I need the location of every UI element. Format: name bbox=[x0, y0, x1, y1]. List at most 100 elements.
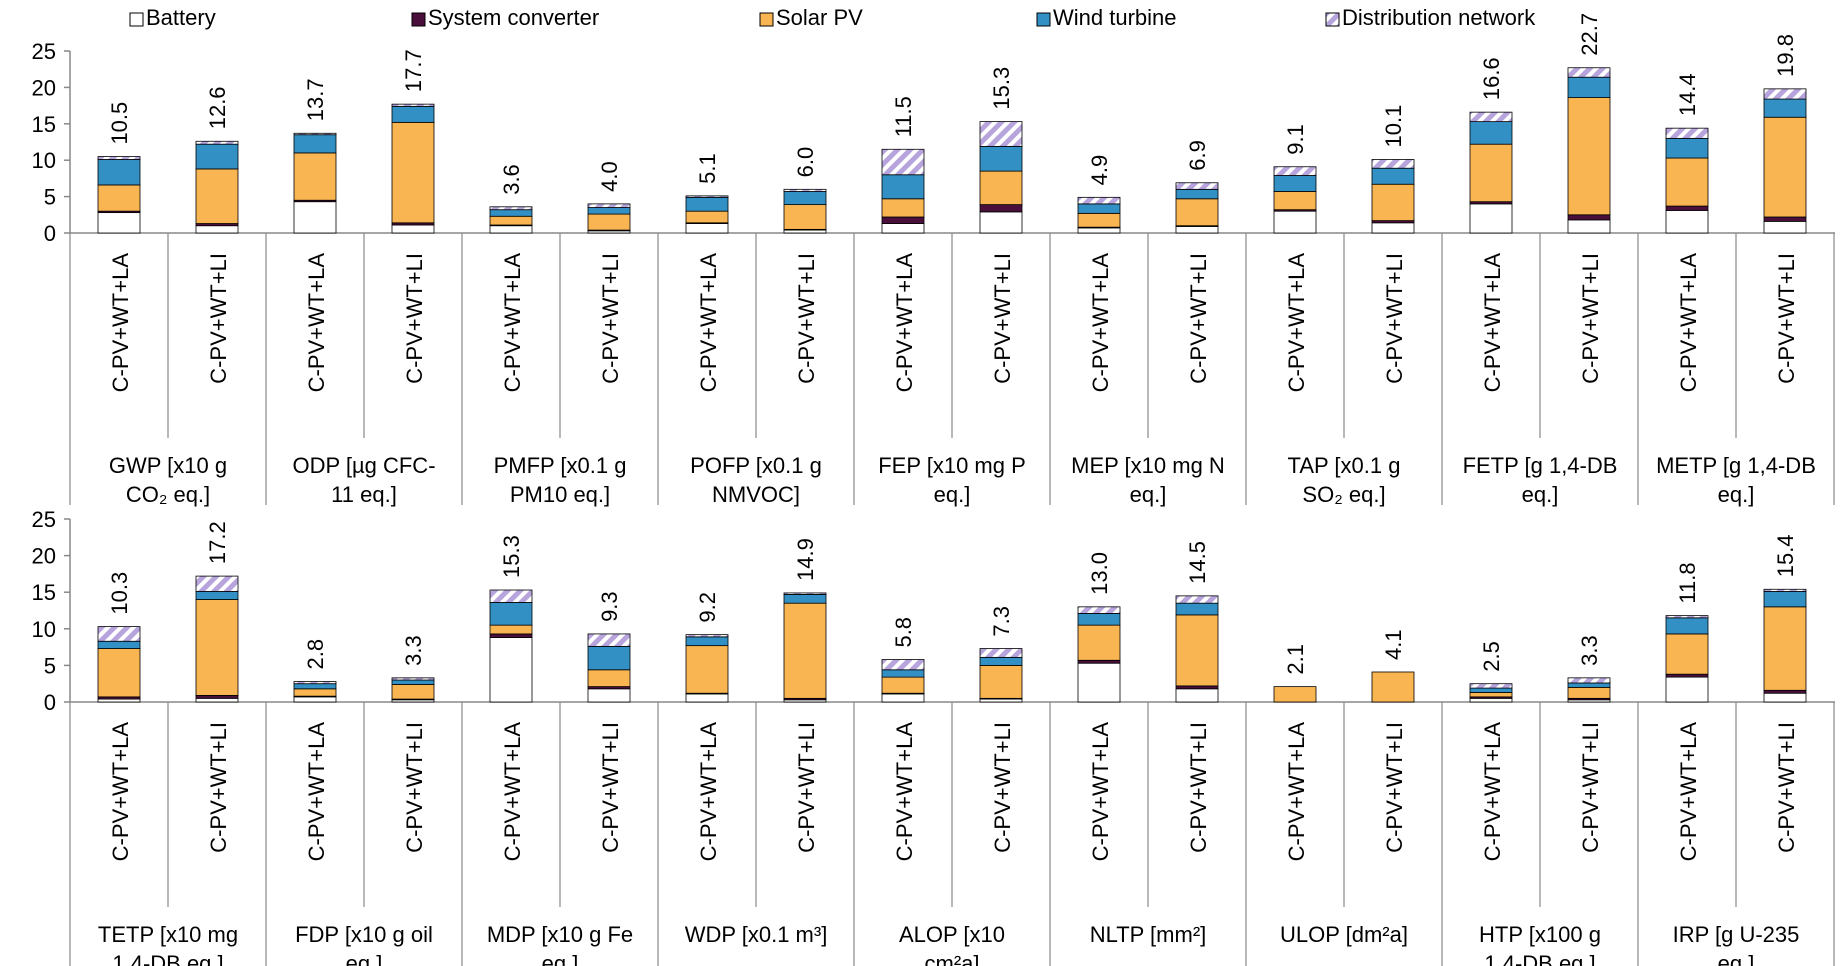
bar-segment-wind bbox=[979, 145, 1023, 172]
bar-segment-wind bbox=[391, 105, 435, 123]
chart-panel-top: 0 5 10 15 20 25 10.5 C-PV+WT+LA 12.6 C-PV+WT+LI GW… bbox=[32, 13, 1835, 507]
total-data-label: 3.3 bbox=[1577, 635, 1602, 666]
y-tick-label: 25 bbox=[32, 39, 56, 64]
x-tick-label-scenario: C-PV+WT+LI bbox=[1774, 722, 1799, 853]
x-tick-label-scenario: C-PV+WT+LA bbox=[696, 722, 721, 862]
x-tick-label-scenario: C-PV+WT+LI bbox=[990, 253, 1015, 384]
bar-segment-pv bbox=[195, 599, 239, 696]
bar-segment-wind bbox=[293, 134, 337, 154]
x-tick-label-scenario: C-PV+WT+LA bbox=[1088, 722, 1113, 862]
total-data-label: 2.1 bbox=[1283, 644, 1308, 675]
category-label: PMFP [x0.1 g bbox=[494, 453, 627, 478]
bar-segment-battery bbox=[489, 225, 533, 234]
bar-segment-converter bbox=[979, 204, 1023, 213]
bar-segment-battery bbox=[1567, 219, 1611, 234]
total-data-label: 6.0 bbox=[793, 147, 818, 178]
category-label: ODP [µg CFC- bbox=[292, 453, 435, 478]
x-tick-label-scenario: C-PV+WT+LA bbox=[500, 253, 525, 393]
x-tick-label-scenario: C-PV+WT+LA bbox=[1676, 253, 1701, 393]
bar-segment-pv bbox=[1273, 191, 1317, 211]
bar-segment-battery bbox=[1665, 210, 1709, 234]
bar-segment-network bbox=[489, 589, 533, 603]
bar-segment-pv bbox=[1273, 686, 1317, 703]
total-data-label: 4.9 bbox=[1087, 155, 1112, 186]
bar-segment-battery bbox=[489, 637, 533, 703]
bar-segment-battery bbox=[391, 224, 435, 234]
y-tick-label: 25 bbox=[32, 507, 56, 532]
bar-segment-network bbox=[685, 634, 729, 638]
bar-segment-battery bbox=[1077, 227, 1121, 234]
bar-segment-pv bbox=[1469, 143, 1513, 203]
x-tick-label-scenario: C-PV+WT+LA bbox=[304, 253, 329, 393]
bar-segment-converter bbox=[489, 633, 533, 638]
total-data-label: 3.3 bbox=[401, 635, 426, 666]
bar-segment-pv bbox=[881, 676, 925, 694]
bar-segment-pv bbox=[587, 669, 631, 688]
category-label: METP [g 1,4-DB bbox=[1656, 453, 1816, 478]
y-tick-label: 10 bbox=[32, 617, 56, 642]
bar-segment-network bbox=[293, 681, 337, 685]
x-tick-label-scenario: C-PV+WT+LA bbox=[1676, 722, 1701, 862]
bar-segment-network bbox=[783, 592, 827, 595]
bar-segment-battery bbox=[1371, 222, 1415, 234]
x-tick-label-scenario: C-PV+WT+LI bbox=[1578, 722, 1603, 853]
category-label: eq.] bbox=[1130, 482, 1167, 507]
bar-segment-wind bbox=[1763, 98, 1807, 118]
total-data-label: 11.5 bbox=[891, 96, 916, 137]
category-label: SO₂ eq.] bbox=[1302, 482, 1385, 507]
bar-segment-pv bbox=[1567, 97, 1611, 216]
bar-segment-network bbox=[587, 633, 631, 647]
y-tick-label: 15 bbox=[32, 580, 56, 605]
bar-segment-pv bbox=[1469, 692, 1513, 698]
total-data-label: 14.4 bbox=[1675, 73, 1700, 116]
bar-segment-network bbox=[1175, 182, 1219, 190]
bar-segment-wind bbox=[1567, 76, 1611, 98]
bar-segment-pv bbox=[195, 168, 239, 224]
total-data-label: 6.9 bbox=[1185, 140, 1210, 171]
bar-segment-pv bbox=[391, 121, 435, 224]
total-data-label: 17.7 bbox=[401, 49, 426, 92]
total-data-label: 2.8 bbox=[303, 639, 328, 670]
bar-segment-network bbox=[979, 121, 1023, 147]
legend-swatch-converter bbox=[411, 12, 426, 27]
x-tick-label-scenario: C-PV+WT+LI bbox=[206, 722, 231, 853]
bar-segment-pv bbox=[979, 665, 1023, 699]
bar-segment-pv bbox=[1665, 633, 1709, 675]
bar-segment-network bbox=[1567, 67, 1611, 78]
total-data-label: 14.5 bbox=[1185, 541, 1210, 584]
total-data-label: 10.1 bbox=[1381, 105, 1406, 148]
bar-segment-wind bbox=[1371, 167, 1415, 185]
category-label: 1,4-DB eq.] bbox=[1484, 951, 1595, 966]
bar-segment-battery bbox=[1077, 662, 1121, 703]
bar-segment-converter bbox=[195, 695, 239, 699]
x-tick-label-scenario: C-PV+WT+LI bbox=[1382, 253, 1407, 384]
bar-segment-battery bbox=[1273, 210, 1317, 234]
bar-segment-battery bbox=[1763, 692, 1807, 703]
bar-segment-battery bbox=[1175, 226, 1219, 234]
x-tick-label-scenario: C-PV+WT+LA bbox=[892, 722, 917, 862]
x-tick-label-scenario: C-PV+WT+LI bbox=[1186, 253, 1211, 384]
bar-segment-battery bbox=[195, 225, 239, 234]
bar-segment-pv bbox=[881, 198, 925, 218]
x-tick-label-scenario: C-PV+WT+LI bbox=[794, 253, 819, 384]
total-data-label: 9.3 bbox=[597, 591, 622, 622]
x-tick-label-scenario: C-PV+WT+LA bbox=[696, 253, 721, 393]
bar-segment-pv bbox=[1665, 157, 1709, 207]
bar-segment-battery bbox=[881, 693, 925, 703]
bar-segment-wind bbox=[97, 640, 141, 649]
total-data-label: 19.8 bbox=[1773, 34, 1798, 77]
x-tick-label-scenario: C-PV+WT+LI bbox=[990, 722, 1015, 853]
category-label: IRP [g U-235 bbox=[1673, 922, 1800, 947]
bar-segment-pv bbox=[391, 684, 435, 700]
bar-segment-pv bbox=[1371, 183, 1415, 222]
bar-segment-network bbox=[97, 156, 141, 160]
total-data-label: 13.7 bbox=[303, 78, 328, 121]
x-tick-label-scenario: C-PV+WT+LA bbox=[108, 253, 133, 393]
x-tick-label-scenario: C-PV+WT+LA bbox=[892, 253, 917, 393]
legend-swatch-wind bbox=[1036, 12, 1051, 27]
category-label: GWP [x10 g bbox=[109, 453, 227, 478]
legend-swatch-network bbox=[1325, 12, 1340, 27]
x-tick-label-scenario: C-PV+WT+LA bbox=[1284, 722, 1309, 862]
x-tick-label-scenario: C-PV+WT+LI bbox=[598, 722, 623, 853]
